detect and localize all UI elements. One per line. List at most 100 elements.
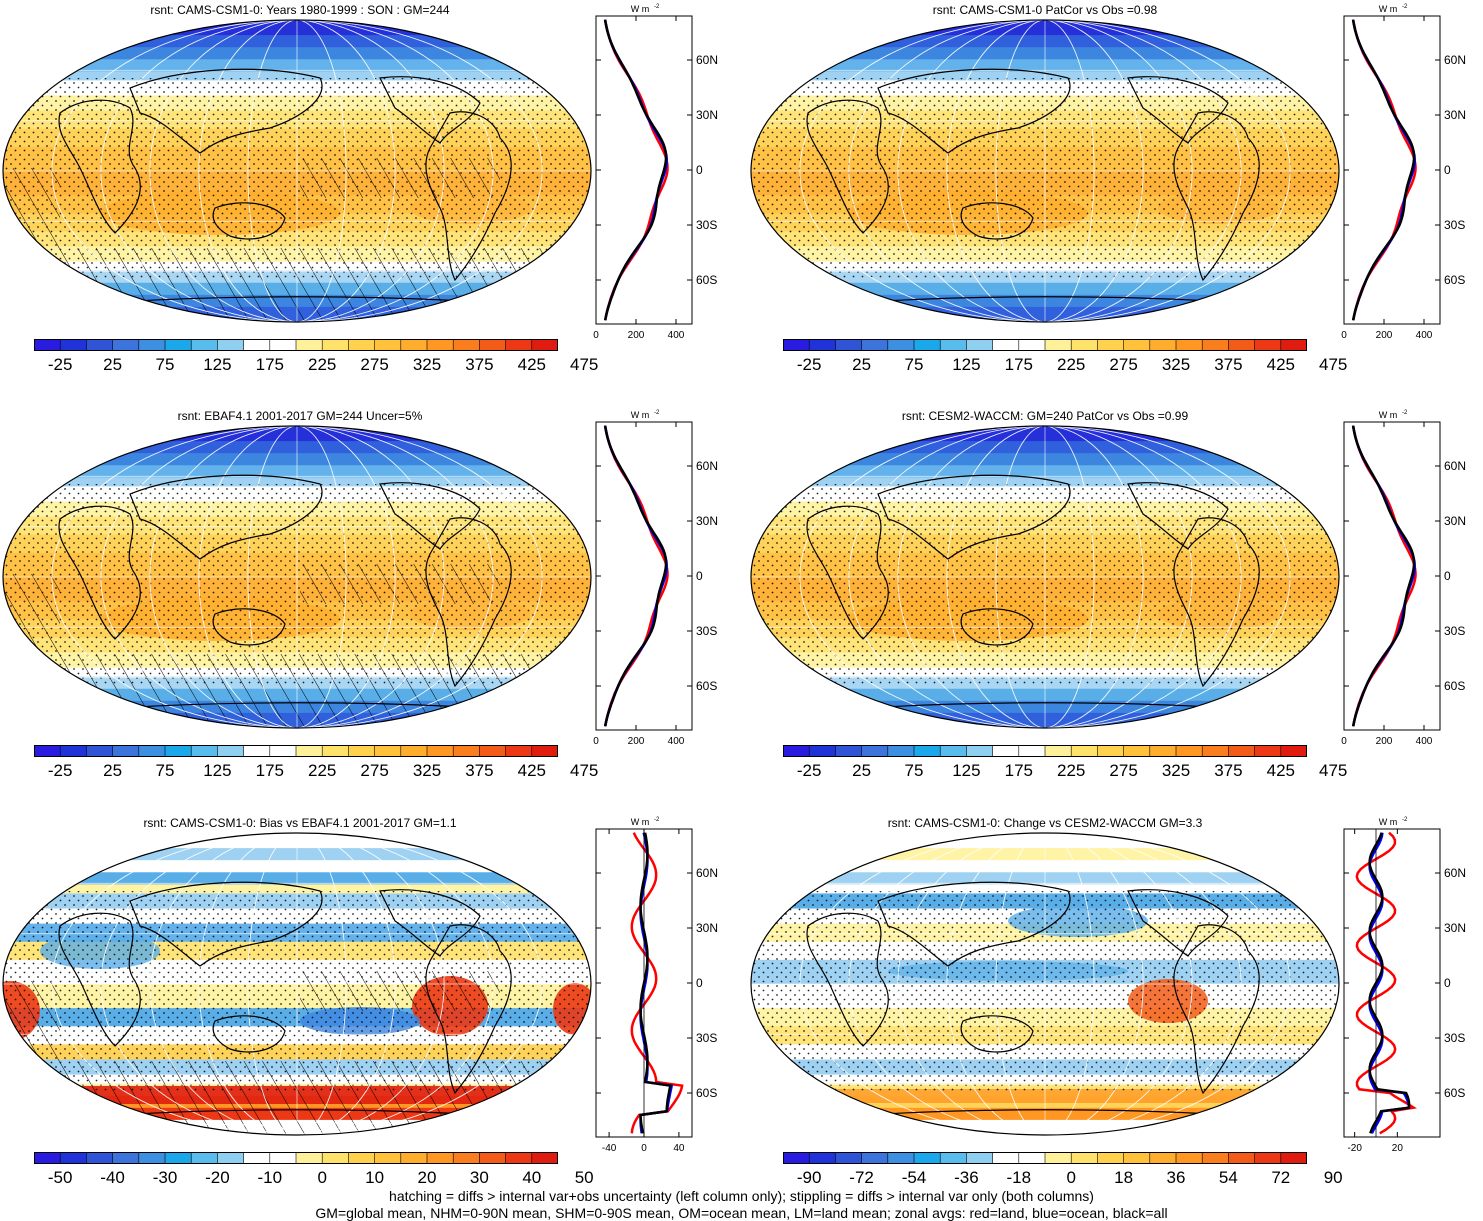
zonal-curve-ocean xyxy=(1351,19,1416,321)
colorbar-swatch xyxy=(809,339,836,351)
panel-title-2: rsnt: CAMS-CSM1-0 PatCor vs Obs =0.98 xyxy=(932,3,1158,17)
colorbar-labels-4: -25 25 75 125 175 225 275 325 375 425 475 xyxy=(783,761,1347,783)
zonal-x-label: 40 xyxy=(673,1143,685,1154)
colorbar-label: -25 xyxy=(47,355,73,374)
colorbar-swatch xyxy=(531,745,558,757)
panel-title-6: rsnt: CAMS-CSM1-0: Change vs CESM2-WACCM… xyxy=(887,816,1203,830)
lat-label: 60S xyxy=(1444,679,1465,693)
graticule-line xyxy=(247,20,347,322)
zonal-x-label: -20 xyxy=(1347,1143,1362,1154)
colorbar-labels-6: -90 -72 -54 -36 -18 0 18 36 54 72 90 xyxy=(783,1168,1343,1190)
lat-label: 0 xyxy=(696,569,703,583)
colorbar-swatch xyxy=(914,745,941,757)
colorbar-labels-5: -50 -40 -30 -20 -10 0 10 20 30 40 50 xyxy=(34,1168,594,1190)
panel-title-4: rsnt: CESM2-WACCM: GM=240 PatCor vs Obs … xyxy=(901,409,1189,423)
map-panel-6 xyxy=(750,832,1340,1136)
graticule-line xyxy=(198,20,396,322)
colorbar-swatch xyxy=(348,745,375,757)
colorbar-swatch xyxy=(427,745,454,757)
coastline xyxy=(58,99,141,234)
zonal-x-label: 400 xyxy=(1416,330,1433,341)
graticule-line xyxy=(51,833,543,1135)
colorbar-label: 0 xyxy=(1066,1168,1076,1187)
colorbar-swatch xyxy=(374,745,402,757)
lat-label: 60N xyxy=(1444,459,1466,473)
hatching xyxy=(3,168,60,248)
lat-label: 60N xyxy=(696,53,718,67)
graticule-line xyxy=(149,20,445,322)
colorbar-swatch xyxy=(966,339,993,351)
zonal-x-label: 200 xyxy=(1376,330,1393,341)
colorbar-label: 275 xyxy=(360,355,389,374)
lat-label: 60S xyxy=(1444,1086,1465,1100)
colorbar-swatch xyxy=(1018,745,1046,757)
zonal-frame xyxy=(595,15,693,325)
coastline xyxy=(1173,924,1260,1095)
colorbar-swatch xyxy=(1097,745,1124,757)
zonal-unit-exponent: -2 xyxy=(654,817,660,823)
colorbar-swatch xyxy=(348,339,375,351)
graticule-line xyxy=(100,426,494,728)
graticule-line xyxy=(100,20,494,322)
graticule-line xyxy=(946,20,1144,322)
colorbar-swatch xyxy=(296,1152,323,1164)
colorbar-label: 325 xyxy=(412,761,442,780)
colorbar-swatch xyxy=(992,339,1020,351)
colorbar-swatch xyxy=(1202,339,1229,351)
colorbar-swatch xyxy=(269,1152,297,1164)
colorbar-swatch xyxy=(453,745,480,757)
graticule-line xyxy=(198,426,396,728)
colorbar-swatch xyxy=(783,1152,810,1164)
colorbar-label: 10 xyxy=(365,1168,385,1187)
lat-label: 30S xyxy=(1444,218,1465,232)
colorbar-label: 475 xyxy=(570,355,599,374)
colorbar-swatch xyxy=(1176,1152,1203,1164)
coastline xyxy=(212,1015,286,1053)
lat-label: 0 xyxy=(1444,976,1451,990)
colorbar-swatch xyxy=(1254,745,1282,757)
zonal-unit-exponent: -2 xyxy=(1402,817,1408,823)
map-border xyxy=(750,425,1340,729)
coastline xyxy=(1173,111,1260,282)
colorbar-frame xyxy=(34,1152,558,1164)
colorbar-swatch xyxy=(112,1152,140,1164)
colorbar-swatch xyxy=(296,339,323,351)
colorbar-swatch xyxy=(835,339,862,351)
colorbar-swatch xyxy=(217,1152,244,1164)
graticule-line xyxy=(897,20,1193,322)
coastline xyxy=(129,881,323,967)
colorbar-swatch xyxy=(479,339,506,351)
colorbar-swatch xyxy=(60,745,87,757)
map-panel-2 xyxy=(750,19,1340,323)
colorbar-swatch xyxy=(1045,1152,1072,1164)
colorbar-swatch xyxy=(112,745,140,757)
lat-label: 30N xyxy=(1444,921,1466,935)
lat-label: 30S xyxy=(1444,624,1465,638)
graticule-line xyxy=(51,20,543,322)
coastline xyxy=(425,924,512,1095)
colorbar-label: 72 xyxy=(1271,1168,1291,1187)
map-border xyxy=(750,832,1340,1136)
colorbar-swatch xyxy=(138,1152,166,1164)
zonal-x-label: -40 xyxy=(602,1143,617,1154)
colorbar-label: 25 xyxy=(852,761,872,780)
zonal-curve-all xyxy=(1351,19,1416,321)
zonal-unit-label: W m xyxy=(631,410,650,420)
colorbar-swatch xyxy=(1228,339,1255,351)
colorbar-label: 25 xyxy=(852,355,872,374)
footer-note-2: GM=global mean, NHM=0-90N mean, SHM=0-90… xyxy=(315,1205,1168,1221)
colorbar-swatch xyxy=(165,339,192,351)
zonal-x-label: 20 xyxy=(1392,1143,1404,1154)
colorbar-swatch xyxy=(243,745,271,757)
map-border xyxy=(2,19,592,323)
colorbar-label: 75 xyxy=(904,761,924,780)
hatching xyxy=(3,574,60,654)
colorbar-swatch xyxy=(1097,339,1124,351)
colorbar-swatch xyxy=(453,339,480,351)
colorbar-swatch xyxy=(322,339,349,351)
colorbar-label: 25 xyxy=(103,355,123,374)
zonal-curve-all xyxy=(1351,425,1416,727)
zonal-unit-label: W m xyxy=(631,817,650,827)
zonal-frame xyxy=(1343,15,1441,325)
colorbar-swatch xyxy=(322,1152,349,1164)
